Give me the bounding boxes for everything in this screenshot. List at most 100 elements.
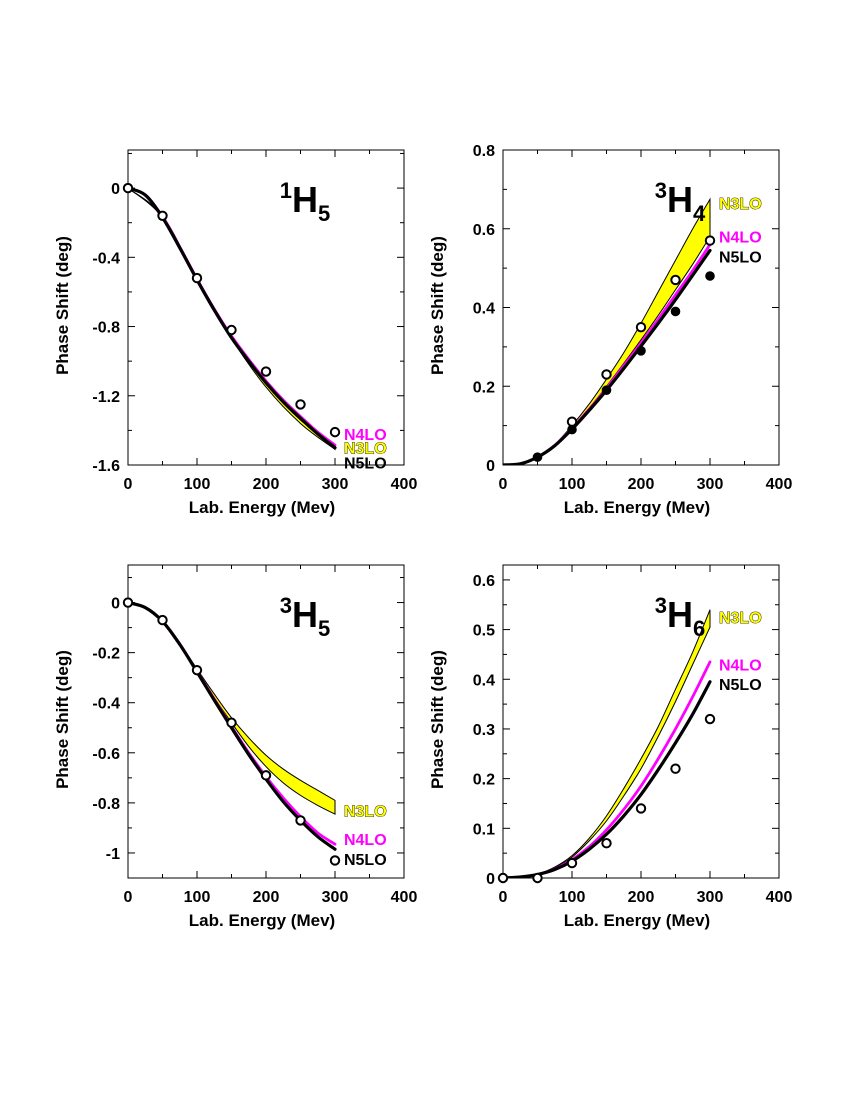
- x-tick-label: 300: [697, 476, 724, 493]
- title-letter: H: [292, 594, 318, 635]
- n3lo-band: [128, 187, 336, 451]
- y-tick-label: 0.4: [473, 672, 495, 689]
- title-superscript: 3: [280, 593, 292, 618]
- plot-frame: [127, 564, 405, 879]
- n3lo-label: N3LO: [719, 610, 762, 627]
- n3lo-band: [503, 609, 711, 878]
- x-axis-label: Lab. Energy (Mev): [564, 498, 710, 517]
- x-tick-label: 0: [499, 889, 508, 906]
- n3lo-label: N3LO: [344, 803, 387, 820]
- title-subscript: 5: [318, 616, 330, 641]
- y-tick-label: -1.2: [92, 389, 120, 406]
- data-point-open: [532, 872, 543, 884]
- y-tick-label: 0: [486, 871, 495, 888]
- plot-area: [503, 609, 712, 878]
- title-letter: H: [292, 179, 318, 220]
- data-point-open: [704, 235, 716, 246]
- y-tick-label: 0.5: [473, 623, 495, 640]
- x-tick-label: 300: [322, 889, 349, 906]
- partial-wave-title: 3H4: [655, 178, 706, 226]
- x-tick-label: 100: [559, 476, 586, 493]
- y-axis-label: Phase Shift (deg): [53, 236, 72, 375]
- y-tick-label: 0: [111, 181, 120, 198]
- data-point-open: [566, 416, 578, 427]
- n4lo-label: N4LO: [344, 832, 387, 849]
- y-tick-label: -0.2: [92, 646, 120, 663]
- y-tick-label: -1: [106, 846, 120, 863]
- title-subscript: 4: [693, 201, 706, 226]
- data-point-open: [191, 272, 203, 284]
- x-axis-label: Lab. Energy (Mev): [189, 911, 335, 930]
- n5lo-curve: [503, 680, 712, 878]
- data-point-open: [122, 597, 134, 608]
- data-point-open: [191, 664, 203, 676]
- y-tick-label: -0.4: [92, 696, 120, 713]
- title-subscript: 5: [318, 201, 330, 226]
- partial-wave-title: 1H5: [280, 178, 331, 226]
- x-tick-label: 100: [559, 889, 586, 906]
- y-tick-label: -1.6: [92, 458, 120, 475]
- y-tick-label: 0: [111, 596, 120, 613]
- data-point-open: [329, 426, 341, 438]
- data-point-filled: [670, 306, 681, 317]
- x-tick-label: 0: [499, 476, 508, 493]
- x-tick-label: 200: [253, 476, 280, 493]
- y-tick-label: 0.6: [473, 573, 495, 590]
- n3lo-label: N3LO: [719, 196, 762, 213]
- x-tick-label: 100: [184, 476, 211, 493]
- data-point-open: [122, 182, 134, 194]
- x-tick-label: 0: [124, 476, 133, 493]
- data-point-open: [704, 713, 716, 725]
- y-tick-label: 0.8: [473, 143, 495, 160]
- partial-wave-title: 3H6: [655, 593, 706, 641]
- data-point-open: [295, 399, 306, 410]
- n5lo-label: N5LO: [719, 677, 762, 694]
- n3lo-band: [503, 197, 711, 465]
- data-point-filled: [705, 271, 715, 281]
- y-axis-label: Phase Shift (deg): [53, 650, 72, 789]
- panel-1: 0 100 200 300 400 0 -0.4 -0.8 -1.2 -1.6 Lab. Energ…: [53, 149, 417, 517]
- data-point-open: [157, 614, 168, 626]
- y-tick-label: 0.2: [473, 379, 495, 396]
- y-tick-label: 0: [486, 458, 495, 475]
- n5lo-curve: [128, 186, 337, 450]
- y-tick-label: 0.3: [473, 722, 495, 739]
- y-tick-label: 0.1: [473, 821, 495, 838]
- data-point-open: [260, 770, 272, 781]
- panel-3: 0 100 200 300 400 0 -0.2 -0.4 -0.6 -0.8 -1 Lab. Ene…: [53, 564, 418, 930]
- n3lo-label: N3LO: [344, 441, 387, 458]
- data-point-open: [295, 815, 306, 826]
- plot-frame: [127, 149, 405, 466]
- x-tick-label: 0: [124, 889, 133, 906]
- panel-4: 0 100 200 300 400 0 0.1 0.2 0.3 0.4 0.5 0.6 Lab. Ene…: [428, 564, 792, 930]
- x-tick-label: 300: [697, 889, 724, 906]
- y-tick-label: 0.2: [473, 772, 495, 789]
- title-subscript: 6: [693, 616, 705, 641]
- y-tick-label: 0.6: [473, 222, 495, 239]
- title-superscript: 1: [280, 178, 292, 203]
- y-tick-label: -0.8: [92, 796, 120, 813]
- plot-area: [503, 197, 712, 465]
- n5lo-label: N5LO: [344, 455, 387, 472]
- x-axis-label: Lab. Energy (Mev): [189, 498, 335, 517]
- partial-wave-title: 3H5: [280, 593, 331, 641]
- title-letter: H: [667, 594, 693, 635]
- y-tick-label: -0.8: [92, 320, 120, 337]
- x-tick-label: 100: [184, 889, 211, 906]
- data-point-open: [260, 366, 272, 377]
- y-axis-label: Phase Shift (deg): [428, 650, 447, 789]
- x-tick-label: 200: [628, 476, 655, 493]
- y-tick-label: -0.6: [92, 746, 120, 763]
- data-point-open: [670, 274, 681, 286]
- data-point-filled: [567, 424, 577, 435]
- y-axis-label: Phase Shift (deg): [428, 236, 447, 375]
- x-tick-label: 400: [391, 889, 418, 906]
- x-tick-label: 200: [253, 889, 280, 906]
- n4lo-label: N4LO: [719, 230, 762, 247]
- data-point-open: [635, 803, 647, 814]
- data-point-open: [670, 763, 681, 774]
- data-point-open: [157, 210, 168, 221]
- data-point-open: [329, 855, 341, 866]
- title-superscript: 3: [655, 593, 667, 618]
